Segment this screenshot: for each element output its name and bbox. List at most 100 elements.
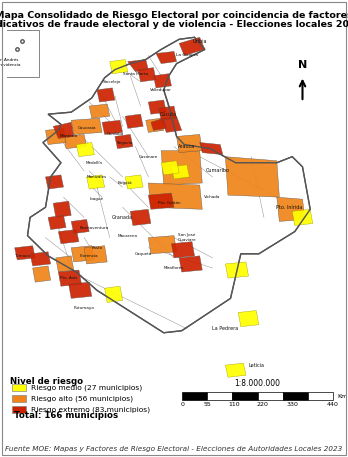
Text: Riesgo alto (56 municipios): Riesgo alto (56 municipios) [32,395,134,402]
Polygon shape [179,37,205,55]
Polygon shape [46,175,63,189]
Text: Medellín: Medellín [86,161,103,165]
Text: Sincelejo: Sincelejo [103,80,121,84]
Text: Putumayo: Putumayo [74,307,95,310]
Polygon shape [148,183,202,209]
Polygon shape [238,310,259,327]
Text: Riesgo medio (27 municipios): Riesgo medio (27 municipios) [32,385,143,391]
Text: Cumaribo: Cumaribo [206,168,230,173]
Polygon shape [146,118,164,133]
Text: 220: 220 [256,402,268,407]
Polygon shape [176,134,202,153]
Polygon shape [125,114,143,128]
Polygon shape [33,266,51,282]
Polygon shape [292,209,313,225]
Text: Uribia: Uribia [192,39,207,44]
Text: Pto. Inírida: Pto. Inírida [276,205,303,210]
Polygon shape [148,100,166,114]
Text: Manizales: Manizales [87,175,107,179]
Polygon shape [200,143,223,154]
Text: Macarena: Macarena [118,234,138,238]
Text: Vichada: Vichada [204,195,221,199]
Bar [283,392,308,400]
Bar [258,392,283,400]
Polygon shape [58,229,79,244]
Polygon shape [15,246,35,260]
Text: Caquetá: Caquetá [135,252,152,256]
Text: Miraflores: Miraflores [164,266,184,270]
Polygon shape [226,262,248,278]
Text: Arauca: Arauca [178,144,196,149]
Bar [207,392,232,400]
Text: Granada: Granada [112,215,133,220]
Polygon shape [58,270,81,286]
Text: 330: 330 [287,402,299,407]
Text: Total: 166 municipios: Total: 166 municipios [14,411,118,420]
Text: 55: 55 [204,402,211,407]
Polygon shape [148,236,176,254]
Text: Pto. Gaitán: Pto. Gaitán [158,201,180,205]
Polygon shape [115,134,133,149]
Polygon shape [46,128,66,144]
Polygon shape [89,104,110,118]
Text: Florencia: Florencia [80,254,98,258]
Polygon shape [105,286,122,303]
Polygon shape [76,143,94,157]
Text: San José
Guaviare: San José Guaviare [177,234,196,242]
Polygon shape [161,116,182,133]
Text: Mapa Consolidado de Riesgo Electoral por coincidencia de factores: Mapa Consolidado de Riesgo Electoral por… [0,11,348,21]
Polygon shape [125,175,143,189]
Polygon shape [153,74,172,88]
Polygon shape [277,197,305,222]
Polygon shape [71,219,89,234]
Polygon shape [110,59,128,74]
Polygon shape [148,193,174,209]
Text: N: N [298,60,307,69]
Polygon shape [172,165,189,179]
Bar [182,392,207,400]
Text: 1:8.000.000: 1:8.000.000 [235,379,280,388]
Polygon shape [161,151,202,185]
Polygon shape [27,37,310,333]
Polygon shape [69,282,92,298]
Text: Tumaco: Tumaco [14,254,30,258]
Text: Cúcuta: Cúcuta [160,112,177,117]
Polygon shape [53,122,74,138]
Polygon shape [71,246,94,262]
Polygon shape [161,161,179,175]
Polygon shape [53,201,71,218]
Polygon shape [128,59,148,72]
Text: Cordoba: Cordoba [106,133,124,137]
Text: Montería: Montería [60,134,78,138]
Polygon shape [130,209,151,225]
Text: Caucasia: Caucasia [77,126,96,130]
Text: Ibagué: Ibagué [90,197,104,201]
Bar [13,384,26,392]
Text: Riesgo extremo (83 municipios): Riesgo extremo (83 municipios) [32,406,151,413]
Polygon shape [179,256,202,272]
Bar [232,392,258,400]
Text: 0: 0 [180,402,184,407]
Bar [13,395,26,402]
Text: La Guajira: La Guajira [176,53,198,58]
Text: Leticia: Leticia [248,363,264,367]
Text: indicativos de fraude electoral y de violencia - Elecciones locales 2023: indicativos de fraude electoral y de vio… [0,20,348,29]
Polygon shape [97,88,115,102]
Text: Bogotá: Bogotá [118,181,133,185]
Text: Santa Marta: Santa Marta [123,72,148,76]
Polygon shape [84,246,107,264]
Polygon shape [102,120,122,134]
Text: Segovia: Segovia [117,140,133,144]
Text: 110: 110 [228,402,240,407]
Polygon shape [87,175,105,189]
Bar [13,406,26,413]
Bar [308,392,333,400]
Polygon shape [138,68,156,82]
Polygon shape [151,118,166,130]
Polygon shape [226,157,279,197]
Polygon shape [56,256,74,272]
Polygon shape [172,242,195,258]
Text: Casanare: Casanare [139,154,158,159]
Text: Valledupar: Valledupar [150,88,172,92]
Polygon shape [159,106,176,120]
